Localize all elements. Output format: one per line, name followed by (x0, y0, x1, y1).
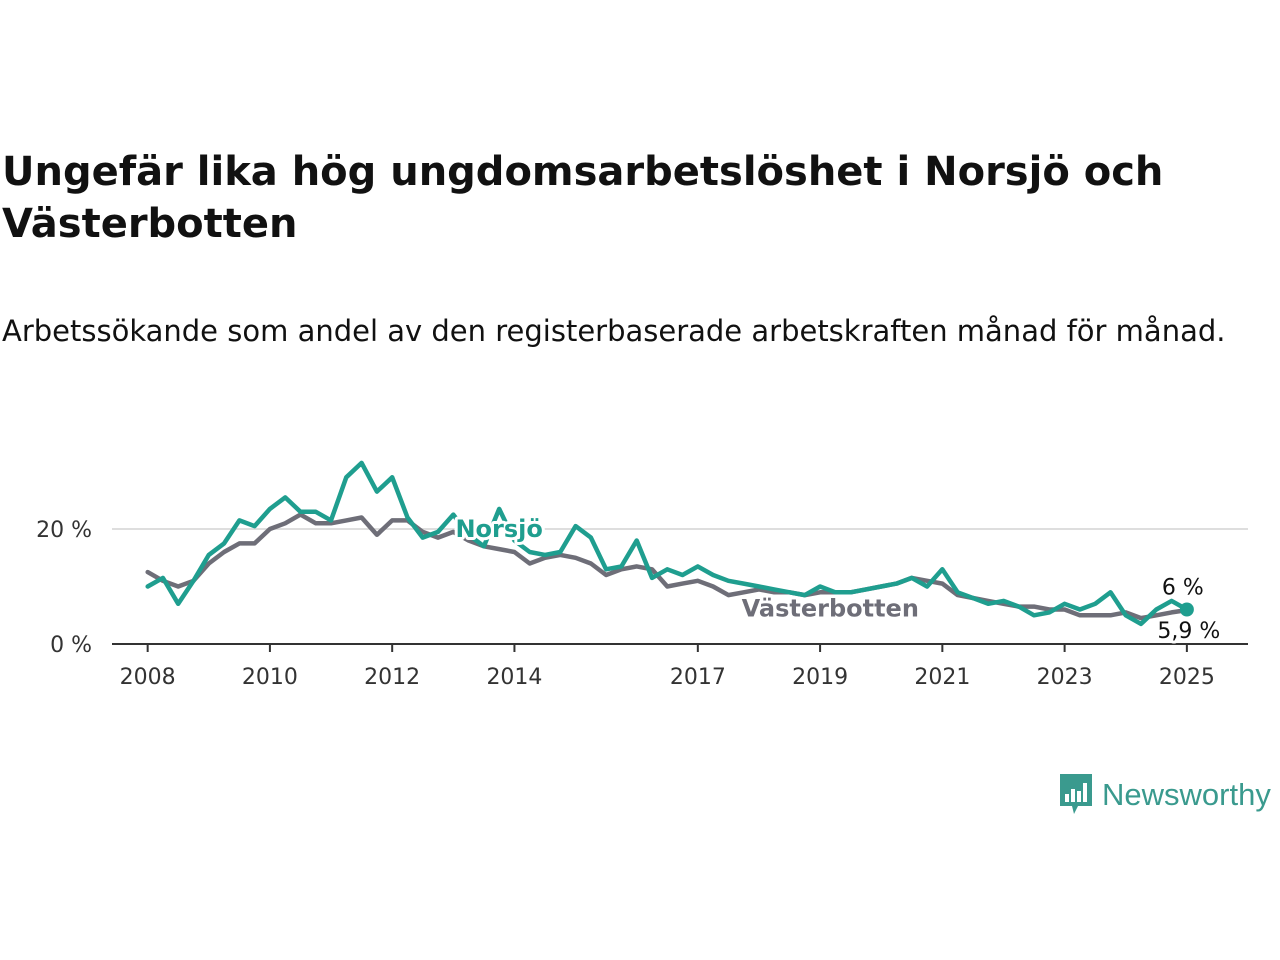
x-tick-label: 2017 (670, 665, 726, 690)
label-layer: 6 % 5,9 % Norsjö Västerbotten (452, 512, 1223, 647)
brand-name: Newsworthy (1102, 777, 1271, 812)
series-label-vasterbotten: Västerbotten (742, 595, 919, 623)
series-line-västerbotten (145, 512, 1190, 621)
series-layer (145, 460, 1190, 627)
x-tick-label: 2023 (1037, 665, 1093, 690)
x-tick-label: 2012 (364, 665, 420, 690)
x-tick-label: 2025 (1159, 665, 1215, 690)
grid-layer: 0 % 20 % (36, 518, 1248, 658)
x-tick-label: 2014 (486, 665, 542, 690)
chart-subtitle: Arbetssökande som andel av den registerb… (2, 314, 1226, 348)
y-tick-label: 20 % (36, 518, 92, 543)
newsworthy-chart-icon (1060, 774, 1092, 814)
line-chart: 0 % 20 % 2008 2010 2012 2014 2017 2019 2021 2023… (36, 460, 1248, 690)
end-label-vasterbotten: 5,9 % (1157, 619, 1220, 644)
newsworthy-logo[interactable]: Newsworthy (1058, 772, 1271, 818)
x-tick-label: 2008 (120, 665, 176, 690)
series-line-norsjö (145, 460, 1190, 627)
series-label-norsjo: Norsjö (455, 515, 542, 543)
x-axis: 2008 2010 2012 2014 2017 2019 2021 2023 2025 (112, 643, 1248, 690)
end-point-norsjo (1179, 602, 1194, 617)
end-label-norsjo: 6 % (1162, 576, 1204, 601)
x-tick-label: 2021 (914, 665, 970, 690)
x-tick-label: 2019 (792, 665, 848, 690)
y-tick-label: 0 % (50, 633, 92, 658)
x-tick-label: 2010 (242, 665, 298, 690)
chart-title: Ungefär lika hög ungdomsarbetslöshet i N… (2, 149, 1164, 247)
